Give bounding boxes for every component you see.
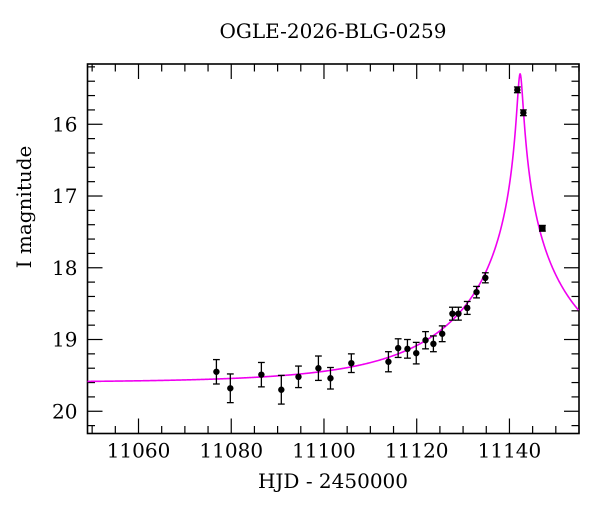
point-marker xyxy=(348,359,355,367)
point-marker xyxy=(430,340,437,348)
point-marker xyxy=(520,109,527,116)
point-marker xyxy=(539,225,546,232)
point-marker xyxy=(439,330,446,337)
data-point xyxy=(394,338,402,359)
data-point xyxy=(257,361,265,388)
x-tick-label: 11140 xyxy=(478,439,542,463)
point-marker xyxy=(413,349,420,357)
photometry-points xyxy=(213,86,546,405)
data-point xyxy=(315,355,322,382)
point-marker xyxy=(227,385,234,392)
data-point xyxy=(327,366,334,390)
point-marker xyxy=(482,274,489,282)
point-marker xyxy=(455,310,462,317)
point-marker xyxy=(394,344,402,352)
data-point xyxy=(422,330,429,350)
point-marker xyxy=(315,365,322,372)
data-point xyxy=(481,272,489,284)
point-marker xyxy=(514,86,521,94)
y-tick-label: 16 xyxy=(52,112,77,136)
data-point xyxy=(226,373,234,404)
point-marker xyxy=(258,371,265,378)
data-point xyxy=(473,285,480,299)
data-point xyxy=(438,325,446,343)
y-tick-label: 18 xyxy=(52,256,77,280)
data-point xyxy=(404,338,411,359)
plot-frame xyxy=(86,63,580,435)
data-point xyxy=(538,224,546,232)
data-point xyxy=(449,306,456,321)
data-point xyxy=(385,351,392,373)
point-marker xyxy=(327,375,334,382)
data-point xyxy=(213,358,220,385)
data-point xyxy=(519,109,527,117)
data-point xyxy=(513,86,521,94)
data-point xyxy=(412,341,420,365)
point-marker xyxy=(295,373,302,381)
chart-title: OGLE-2026-BLG-0259 xyxy=(219,19,447,43)
point-marker xyxy=(473,288,480,296)
data-point xyxy=(277,374,285,405)
x-tick-label: 11120 xyxy=(385,439,449,463)
data-point xyxy=(295,365,302,389)
y-tick-label: 19 xyxy=(52,328,77,352)
point-marker xyxy=(278,386,285,393)
x-tick-label: 11080 xyxy=(199,439,263,463)
x-tick-label: 11100 xyxy=(292,439,356,463)
point-marker xyxy=(404,345,411,353)
point-marker xyxy=(213,368,220,375)
x-tick-label: 11060 xyxy=(107,439,171,463)
y-tick-label: 17 xyxy=(52,184,77,208)
data-point xyxy=(347,353,355,374)
point-marker xyxy=(464,304,471,312)
data-point xyxy=(430,335,437,353)
data-point xyxy=(455,306,462,321)
data-point xyxy=(463,300,471,316)
point-marker xyxy=(422,337,429,344)
x-axis-label: HJD - 2450000 xyxy=(257,469,409,493)
model-curve xyxy=(87,73,580,383)
point-marker xyxy=(385,358,392,365)
point-marker xyxy=(449,310,456,317)
y-tick-label: 20 xyxy=(52,399,77,423)
